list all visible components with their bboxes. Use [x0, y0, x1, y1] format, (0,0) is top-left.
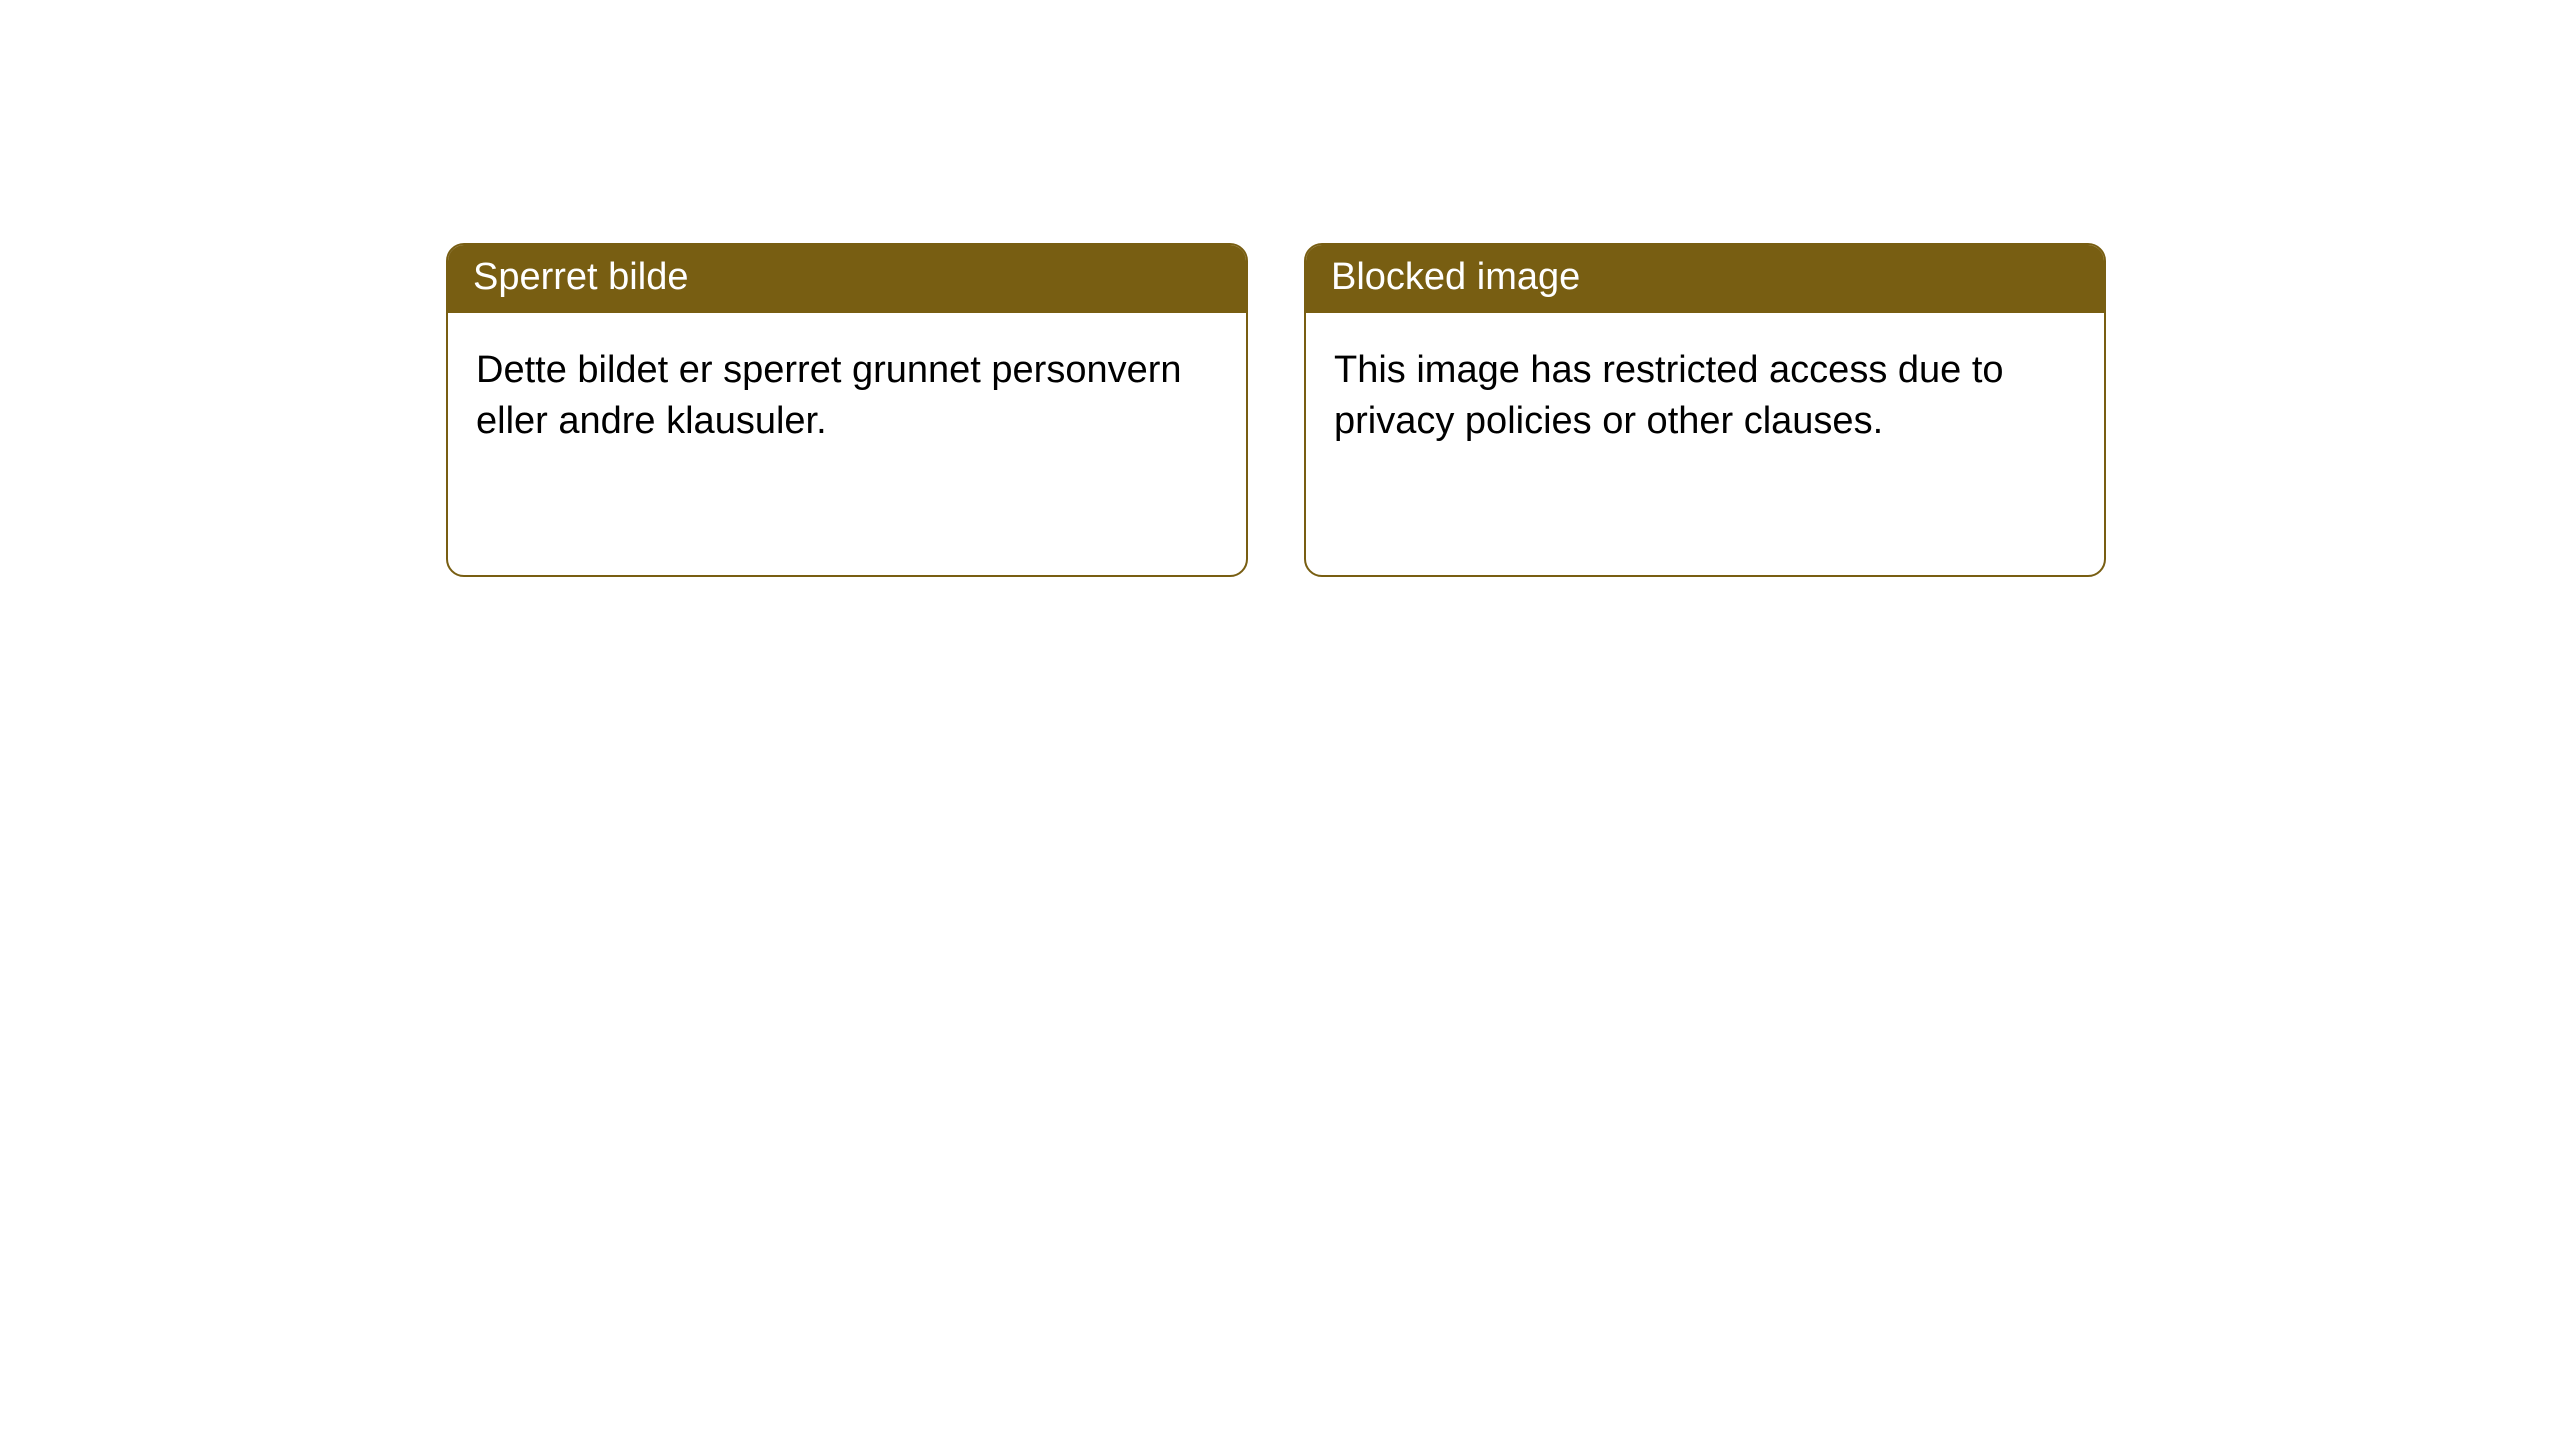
notice-container: Sperret bilde Dette bildet er sperret gr…: [446, 243, 2106, 577]
card-header: Sperret bilde: [448, 245, 1246, 313]
notice-card-norwegian: Sperret bilde Dette bildet er sperret gr…: [446, 243, 1248, 577]
card-body: Dette bildet er sperret grunnet personve…: [448, 313, 1246, 480]
card-body: This image has restricted access due to …: [1306, 313, 2104, 480]
notice-card-english: Blocked image This image has restricted …: [1304, 243, 2106, 577]
card-header: Blocked image: [1306, 245, 2104, 313]
